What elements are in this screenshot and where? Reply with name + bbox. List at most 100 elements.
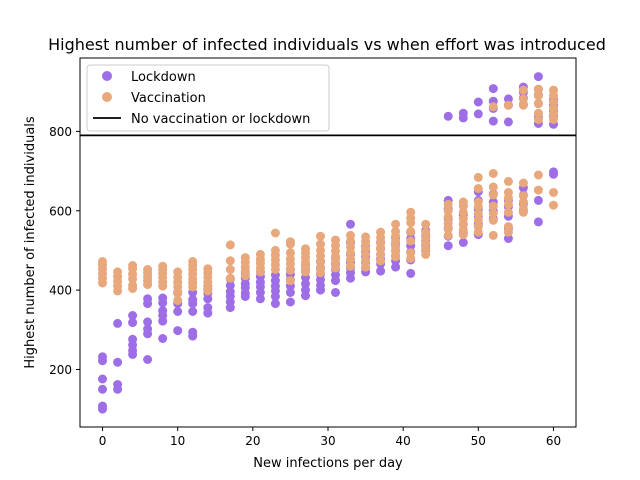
point-vaccination-67 bbox=[285, 276, 295, 286]
y-tick-label-800: 800 bbox=[49, 125, 72, 139]
point-vaccination-183 bbox=[549, 200, 558, 210]
point-lockdown-183 bbox=[549, 167, 558, 177]
point-vaccination-184 bbox=[549, 188, 558, 197]
point-vaccination-40 bbox=[188, 257, 198, 266]
point-vaccination-155 bbox=[488, 201, 498, 211]
point-vaccination-49 bbox=[225, 256, 235, 266]
point-vaccination-176 bbox=[533, 185, 543, 195]
point-vaccination-100 bbox=[361, 256, 371, 266]
point-lockdown-134 bbox=[443, 111, 453, 121]
point-vaccination-157 bbox=[488, 182, 498, 192]
x-tick-label-50: 50 bbox=[471, 434, 486, 448]
point-vaccination-65 bbox=[270, 245, 280, 255]
point-vaccination-174 bbox=[518, 94, 528, 104]
point-lockdown-165 bbox=[503, 94, 513, 104]
point-vaccination-147 bbox=[473, 209, 483, 219]
point-vaccination-136 bbox=[443, 199, 453, 209]
point-vaccination-110 bbox=[376, 227, 386, 237]
point-vaccination-84 bbox=[316, 245, 325, 255]
point-lockdown-33 bbox=[188, 327, 198, 337]
point-vaccination-177 bbox=[533, 170, 543, 180]
point-lockdown-47 bbox=[225, 287, 235, 297]
point-vaccination-161 bbox=[503, 222, 513, 232]
point-lockdown-163 bbox=[503, 117, 513, 127]
point-lockdown-22 bbox=[158, 334, 168, 343]
point-vaccination-170 bbox=[518, 197, 528, 207]
point-lockdown-21 bbox=[143, 294, 153, 304]
point-vaccination-120 bbox=[406, 236, 416, 246]
point-lockdown-148 bbox=[473, 109, 483, 119]
point-lockdown-1 bbox=[98, 401, 107, 411]
point-lockdown-2 bbox=[98, 384, 107, 394]
x-tick-label-20: 20 bbox=[245, 434, 260, 448]
point-vaccination-12 bbox=[128, 280, 138, 290]
point-vaccination-134 bbox=[443, 212, 453, 222]
point-vaccination-173 bbox=[518, 100, 528, 110]
point-vaccination-153 bbox=[488, 215, 498, 225]
point-vaccination-55 bbox=[240, 253, 250, 263]
point-vaccination-105 bbox=[376, 256, 386, 266]
points-layer bbox=[98, 72, 558, 414]
x-tick-label-60: 60 bbox=[546, 434, 561, 448]
point-vaccination-101 bbox=[361, 249, 371, 259]
point-lockdown-8 bbox=[113, 357, 123, 367]
point-lockdown-69 bbox=[285, 288, 295, 297]
point-lockdown-39 bbox=[203, 303, 213, 313]
point-vaccination-129 bbox=[421, 227, 431, 237]
point-vaccination-21 bbox=[143, 265, 153, 274]
point-lockdown-117 bbox=[406, 268, 416, 278]
point-vaccination-28 bbox=[173, 295, 183, 305]
point-vaccination-124 bbox=[406, 207, 416, 217]
point-lockdown-56 bbox=[255, 294, 265, 304]
legend: Lockdown Vaccination No vaccination or l… bbox=[86, 64, 330, 132]
point-vaccination-60 bbox=[255, 249, 265, 259]
legend-marker-vaccination bbox=[102, 92, 112, 102]
point-vaccination-93 bbox=[346, 261, 355, 271]
legend-label-reference: No vaccination or lockdown bbox=[131, 112, 310, 127]
point-vaccination-82 bbox=[316, 257, 325, 267]
point-vaccination-167 bbox=[503, 100, 513, 110]
point-vaccination-135 bbox=[443, 206, 453, 216]
series-vaccination bbox=[98, 84, 558, 305]
x-tick-label-30: 30 bbox=[320, 434, 335, 448]
point-vaccination-96 bbox=[346, 242, 355, 252]
y-tick-label-600: 600 bbox=[49, 204, 72, 218]
point-lockdown-18 bbox=[143, 324, 153, 334]
point-lockdown-141 bbox=[458, 108, 468, 118]
point-lockdown-68 bbox=[285, 297, 295, 307]
y-axis: 200 400 600 800 bbox=[49, 125, 80, 377]
point-vaccination-130 bbox=[421, 219, 431, 229]
point-lockdown-86 bbox=[331, 288, 340, 297]
x-tick-label-10: 10 bbox=[170, 434, 185, 448]
chart-title: Highest number of infected individuals v… bbox=[48, 35, 606, 54]
point-vaccination-73 bbox=[285, 237, 295, 247]
point-vaccination-33 bbox=[173, 267, 183, 277]
point-lockdown-62 bbox=[270, 299, 280, 309]
point-lockdown-3 bbox=[98, 374, 107, 384]
point-vaccination-29 bbox=[173, 288, 183, 298]
point-vaccination-71 bbox=[285, 248, 295, 258]
point-vaccination-5 bbox=[98, 257, 107, 266]
point-vaccination-121 bbox=[406, 226, 416, 236]
legend-marker-lockdown bbox=[102, 71, 112, 81]
x-tick-label-0: 0 bbox=[99, 434, 107, 448]
x-axis: 0 10 20 30 40 50 60 bbox=[99, 427, 561, 448]
point-vaccination-151 bbox=[473, 172, 483, 182]
x-axis-label: New infections per day bbox=[253, 456, 403, 471]
point-lockdown-15 bbox=[128, 311, 138, 320]
point-lockdown-34 bbox=[188, 307, 198, 316]
point-vaccination-116 bbox=[391, 226, 401, 236]
point-lockdown-98 bbox=[346, 219, 355, 229]
y-tick-label-400: 400 bbox=[49, 284, 72, 298]
point-vaccination-171 bbox=[518, 191, 528, 201]
point-vaccination-187 bbox=[549, 103, 558, 113]
point-lockdown-14 bbox=[128, 318, 138, 328]
point-lockdown-76 bbox=[301, 279, 310, 289]
y-axis-label: Highest number of infected individuals bbox=[23, 116, 38, 369]
point-vaccination-179 bbox=[533, 108, 543, 118]
point-vaccination-163 bbox=[503, 199, 513, 209]
point-vaccination-92 bbox=[331, 235, 340, 245]
point-vaccination-99 bbox=[361, 262, 371, 272]
point-lockdown-174 bbox=[533, 217, 543, 227]
